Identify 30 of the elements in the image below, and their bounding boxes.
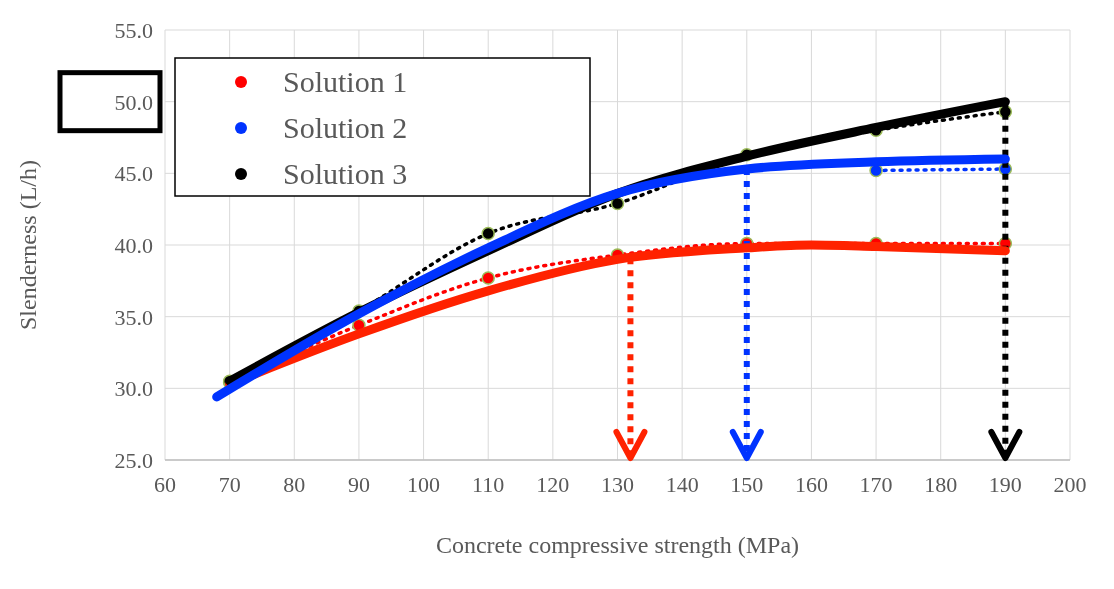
x-tick-label: 200 [1053,472,1087,497]
y-tick-label: 45.0 [114,161,153,187]
legend-label: Solution 3 [283,157,408,190]
x-tick-label: 170 [859,472,893,497]
x-axis-title: Concrete compressive strength (MPa) [435,532,800,558]
y-tick-label: 55.0 [114,18,153,43]
x-tick-label: 190 [988,472,1022,497]
legend-label: Solution 2 [283,111,408,144]
x-tick-label: 90 [347,472,370,497]
y-tick-label: 35.0 [114,304,153,330]
x-tick-label: 160 [794,472,828,497]
point [481,271,495,285]
x-tick-label: 120 [536,472,570,497]
y-tick-label: 50.0 [114,89,153,115]
y-tick-label: 40.0 [114,233,153,258]
point [481,226,495,241]
x-tick-label: 150 [730,472,764,497]
legend-label: Solution 1 [283,65,408,98]
y-tick-label: 25.0 [114,448,153,473]
point [610,196,625,211]
x-tick-label: 60 [154,472,176,497]
x-tick-label: 130 [601,472,634,497]
x-tick-label: 70 [218,472,241,497]
x-tick-label: 100 [407,472,441,497]
x-tick-label: 180 [924,472,958,497]
y-tick-label: 30.0 [114,376,153,402]
x-tick-label: 110 [472,472,505,497]
x-tick-label: 140 [665,472,699,497]
x-tick-label: 80 [283,472,306,497]
y-axis-title: Slenderness (L/h) [15,160,41,330]
